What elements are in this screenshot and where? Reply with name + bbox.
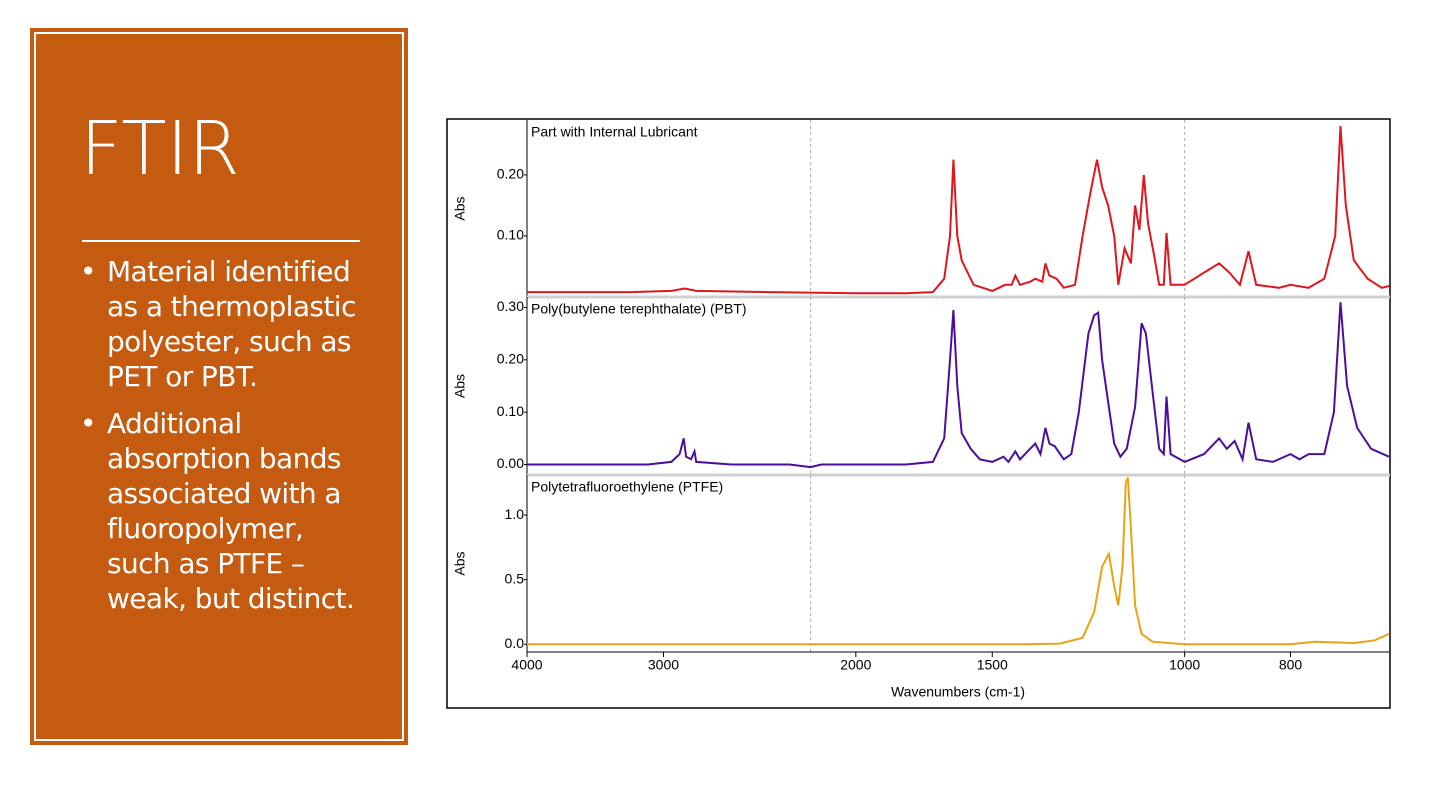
y-tick-label: 0.0 bbox=[505, 635, 525, 651]
x-tick-label: 2000 bbox=[840, 657, 871, 673]
bullet: Additional absorption bands associated w… bbox=[80, 406, 370, 616]
y-axis-label: Abs bbox=[452, 551, 468, 575]
spectrum-line bbox=[527, 126, 1390, 295]
y-axis-label: Abs bbox=[452, 196, 468, 220]
bullet-list: Material identified as a thermoplastic p… bbox=[80, 254, 370, 628]
x-tick-label: 4000 bbox=[511, 657, 542, 673]
y-tick-label: 0.5 bbox=[505, 570, 525, 586]
spectrum-line bbox=[527, 477, 1390, 646]
slide-title: FTIR bbox=[80, 106, 240, 192]
y-tick-label: 0.10 bbox=[497, 403, 524, 419]
spectrum-line bbox=[527, 302, 1390, 469]
panel-title: Part with Internal Lubricant bbox=[531, 124, 698, 140]
x-tick-label: 1000 bbox=[1169, 657, 1200, 673]
y-tick-label: 0.30 bbox=[497, 298, 524, 314]
panel-title: Poly(butylene terephthalate) (PBT) bbox=[531, 301, 747, 317]
y-tick-label: 0.00 bbox=[497, 455, 524, 471]
chart-frame bbox=[446, 118, 1391, 709]
panel-title: Polytetrafluoroethylene (PTFE) bbox=[531, 479, 723, 495]
y-tick-label: 0.20 bbox=[497, 166, 524, 182]
y-tick-label: 0.10 bbox=[497, 227, 524, 243]
panel-border bbox=[34, 32, 404, 741]
text-panel: FTIR Material identified as a thermoplas… bbox=[30, 28, 408, 745]
y-axis-label: Abs bbox=[452, 374, 468, 398]
x-tick-label: 1500 bbox=[977, 657, 1008, 673]
title-rule bbox=[82, 240, 360, 242]
y-tick-label: 0.20 bbox=[497, 351, 524, 367]
bullet: Material identified as a thermoplastic p… bbox=[80, 254, 370, 394]
y-tick-label: 1.0 bbox=[505, 506, 525, 522]
x-tick-label: 3000 bbox=[648, 657, 679, 673]
x-axis-label: Wavenumbers (cm-1) bbox=[891, 684, 1025, 700]
x-tick-label: 800 bbox=[1279, 657, 1303, 673]
